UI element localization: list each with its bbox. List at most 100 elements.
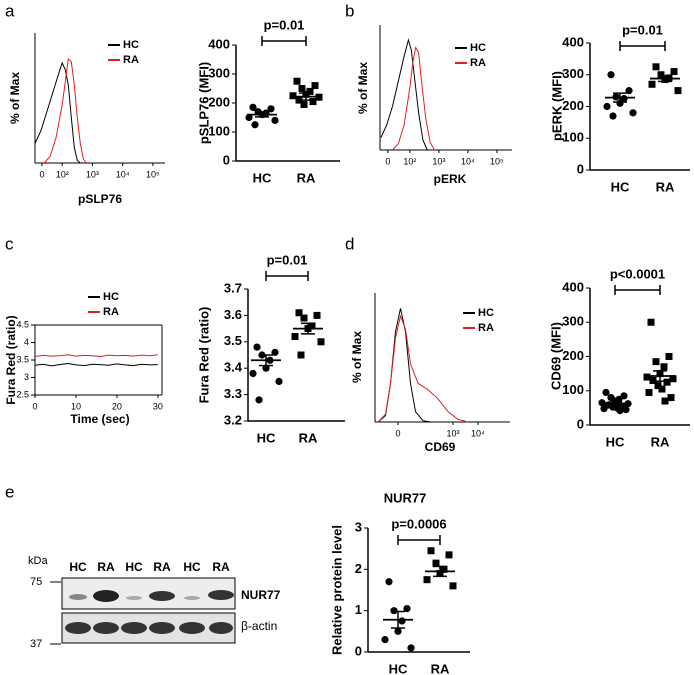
x-tick-label: HC — [257, 430, 276, 445]
data-point — [661, 397, 669, 405]
band — [65, 622, 91, 634]
band — [184, 596, 200, 600]
data-point — [643, 373, 651, 381]
y-tick-label: 100 — [562, 130, 584, 145]
data-point — [385, 578, 393, 586]
y-tick-label: 0 — [577, 416, 584, 431]
data-point — [291, 333, 299, 341]
data-point — [295, 309, 303, 317]
panel-letter: a — [5, 1, 15, 20]
x-tick-label: 0 — [385, 156, 390, 166]
lane-label: HC — [125, 560, 143, 574]
y-tick-label: 3.5 — [16, 354, 29, 364]
blot-marker: 75 — [30, 576, 42, 588]
x-axis-label: pERK — [434, 172, 467, 186]
y-axis-label: Relative protein level — [329, 525, 344, 655]
x-tick-label: 0 — [39, 169, 44, 179]
x-tick-label: 10³ — [432, 156, 445, 166]
data-point — [311, 82, 319, 90]
x-tick-label: 0 — [32, 401, 37, 411]
data-point — [245, 113, 253, 122]
p-value: p<0.0001 — [610, 266, 665, 281]
data-point — [249, 369, 257, 378]
data-point — [271, 116, 279, 124]
band — [93, 590, 119, 602]
data-point — [652, 358, 660, 366]
legend-label: HC — [478, 307, 494, 319]
x-tick-label: RA — [297, 170, 316, 185]
significance-bracket — [619, 41, 666, 51]
data-point — [445, 551, 453, 559]
band — [69, 594, 87, 600]
y-tick-label: 300 — [562, 66, 584, 81]
x-tick-label: 10² — [403, 156, 416, 166]
data-point — [609, 112, 617, 120]
band-label: β-actin — [241, 619, 277, 633]
series-line — [34, 354, 158, 358]
blot-unit: kDa — [28, 555, 48, 567]
data-point — [423, 576, 431, 584]
series-line — [377, 314, 469, 423]
data-point — [652, 63, 660, 71]
data-point — [663, 378, 671, 386]
y-tick-label: 4 — [24, 337, 29, 347]
band — [93, 622, 119, 634]
x-axis-label: pSLP76 — [78, 192, 122, 206]
x-tick-label: 0 — [395, 428, 400, 438]
p-value: p=0.0006 — [391, 516, 446, 531]
data-point — [297, 351, 305, 359]
significance-bracket — [397, 535, 441, 545]
y-tick-label: 400 — [562, 279, 584, 294]
y-tick-label: 200 — [562, 348, 584, 363]
p-value: p=0.01 — [267, 252, 308, 267]
data-point — [255, 396, 263, 404]
y-axis-label: pSLP76 (MFI) — [196, 62, 211, 144]
x-tick-label: HC — [611, 179, 630, 194]
data-point — [449, 582, 457, 590]
data-point — [629, 109, 637, 117]
x-axis-label: Time (sec) — [70, 412, 129, 426]
y-tick-label: 2.5 — [16, 389, 29, 399]
y-tick-label: 400 — [208, 36, 230, 51]
data-point — [427, 547, 435, 555]
y-tick-label: 3.5 — [224, 333, 242, 348]
legend-label: RA — [103, 306, 119, 318]
x-tick-label: RA — [299, 430, 318, 445]
data-point — [670, 68, 678, 76]
data-point — [669, 375, 677, 383]
panel-letter: e — [5, 482, 14, 501]
series-line — [34, 61, 81, 164]
western-blot: kDa 75 37 HC RA HC RA HC RA NUR77 β-acti… — [28, 555, 281, 650]
series-line — [392, 46, 435, 151]
x-tick-label: HC — [606, 434, 625, 449]
y-axis-label: Fura Red (ratio) — [196, 307, 211, 404]
y-tick-label: 0 — [577, 161, 584, 176]
x-tick-label: HC — [389, 661, 408, 675]
y-tick-label: 1 — [355, 602, 362, 617]
data-point — [317, 338, 325, 346]
data-point — [625, 87, 633, 95]
data-point — [253, 343, 261, 351]
y-tick-label: 3.6 — [224, 307, 242, 322]
data-point — [645, 388, 653, 396]
lane-label: HC — [183, 560, 201, 574]
data-point — [249, 103, 257, 111]
significance-bracket — [614, 285, 661, 295]
legend-label: HC — [470, 42, 486, 54]
band — [121, 622, 147, 634]
band — [149, 591, 175, 601]
y-tick-label: 0 — [355, 643, 362, 658]
x-tick-label: 10⁴ — [116, 169, 130, 179]
y-tick-label: 3.2 — [224, 412, 242, 427]
x-tick-label: 10³ — [446, 428, 459, 438]
legend-label: HC — [123, 39, 139, 51]
y-tick-label: 3.3 — [224, 386, 242, 401]
data-point — [658, 385, 666, 393]
chart-title: NUR77 — [384, 490, 427, 505]
x-tick-label: 30 — [153, 401, 163, 411]
data-point — [648, 80, 656, 88]
y-tick-label: 300 — [208, 65, 230, 80]
data-point — [616, 407, 624, 415]
lane-label: HC — [69, 560, 87, 574]
y-axis-label: pERK (MFI) — [549, 71, 564, 141]
